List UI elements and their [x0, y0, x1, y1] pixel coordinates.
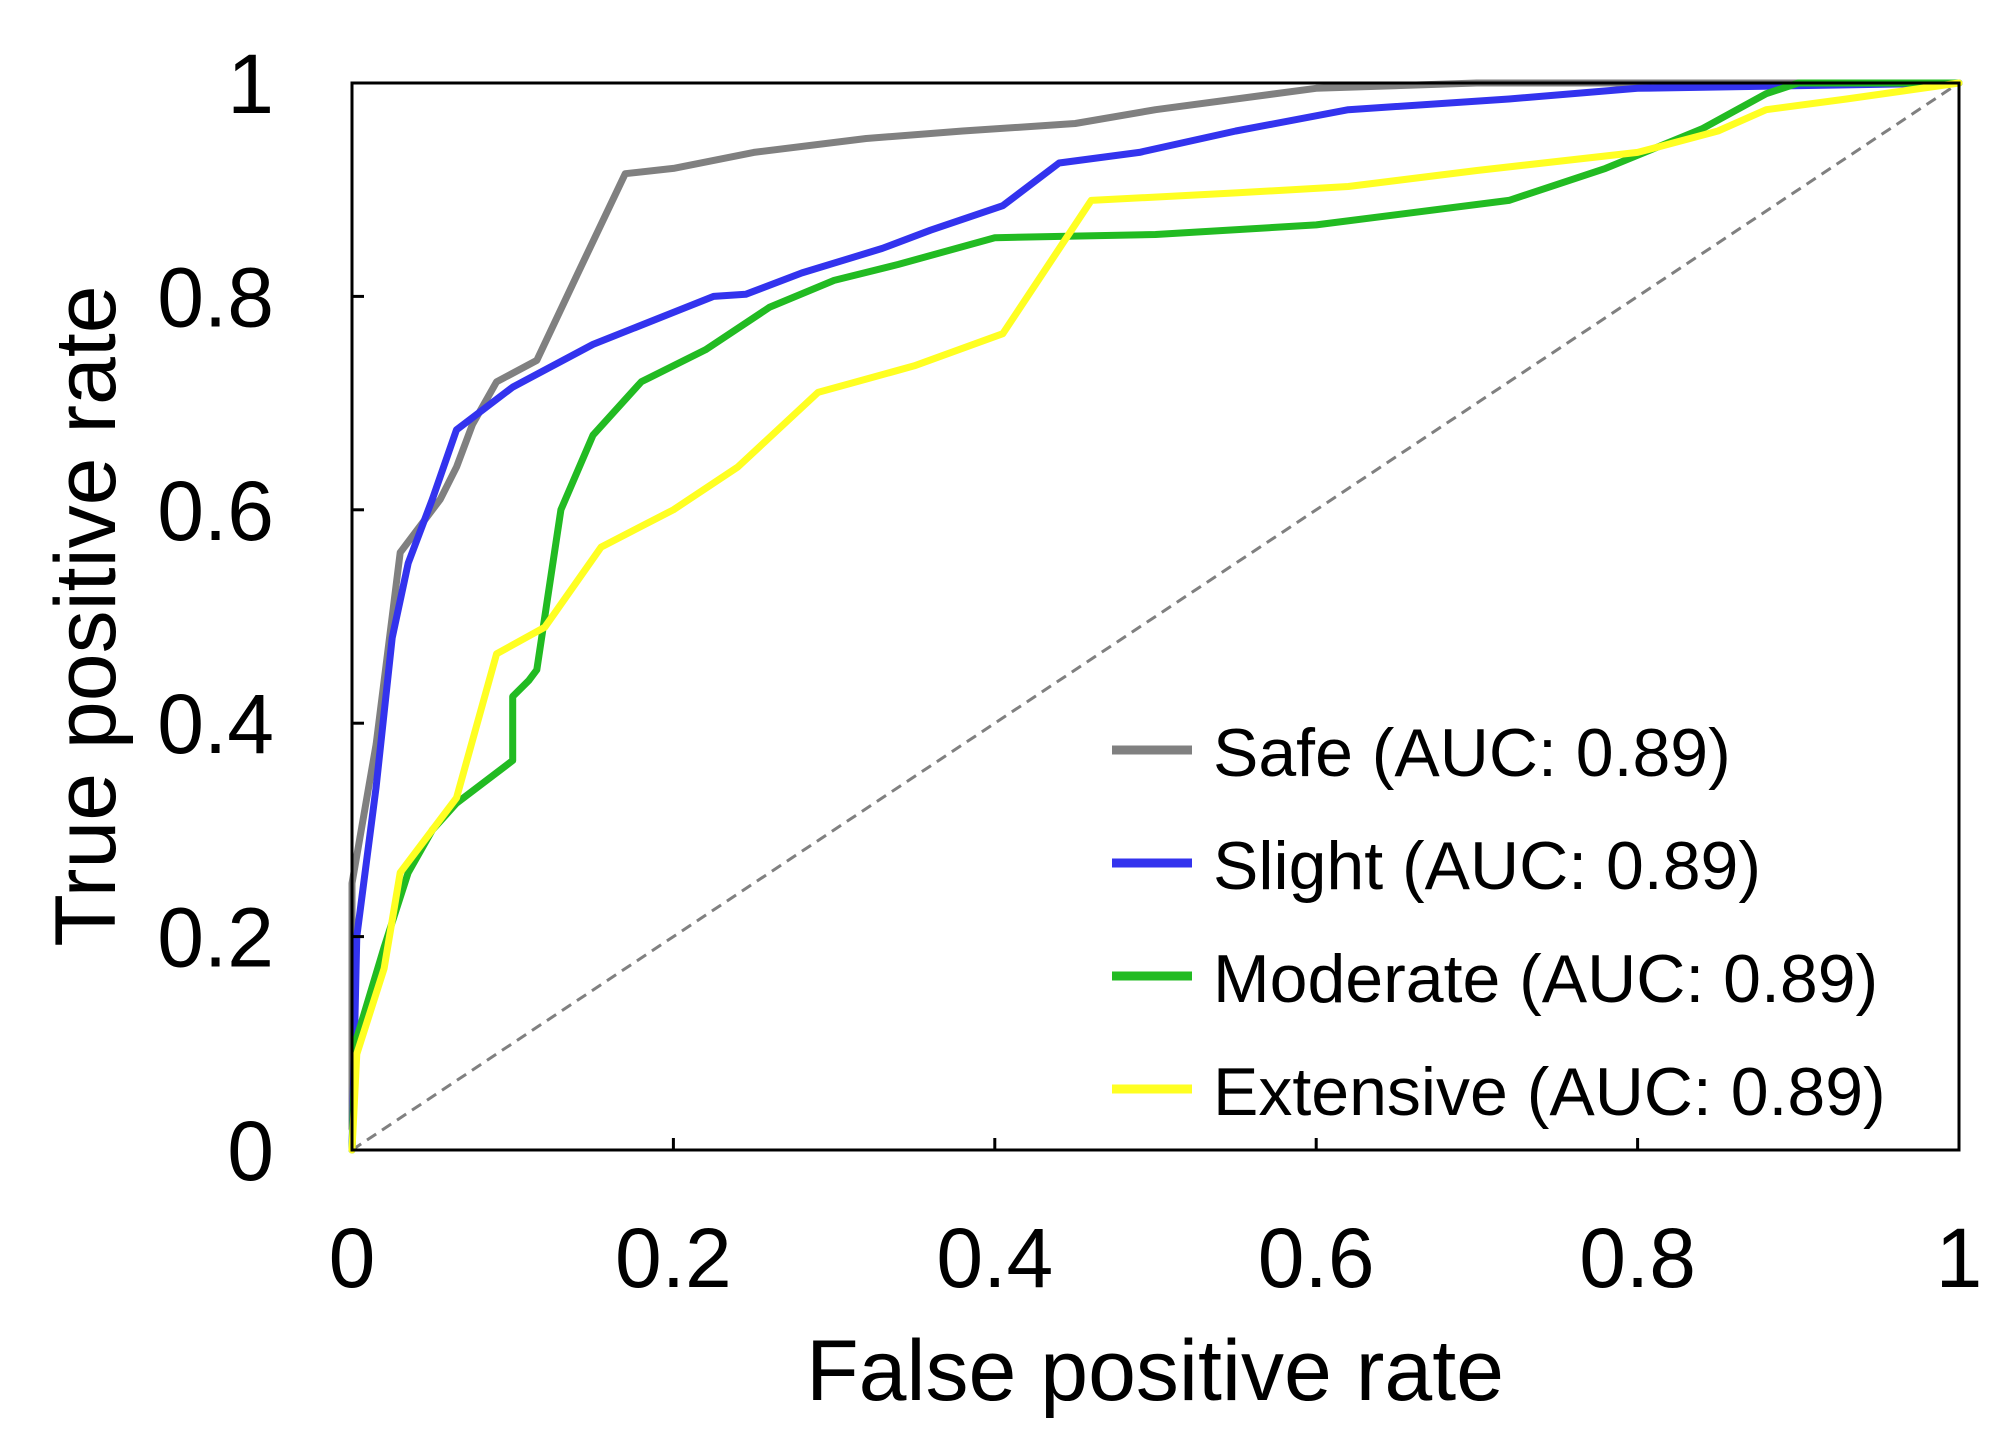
- y-tick-label: 0.2: [157, 891, 274, 985]
- x-tick-label: 0.8: [1579, 1211, 1696, 1305]
- series-line-safe: [348, 79, 1963, 1133]
- legend: Safe (AUC: 0.89) Slight (AUC: 0.89) Modera…: [1112, 715, 1886, 1130]
- x-axis-title: False positive rate: [806, 1323, 1504, 1419]
- x-tick-label: 0.2: [615, 1211, 732, 1305]
- y-tick-label: 0.6: [157, 464, 274, 558]
- legend-label-extensive: Extensive (AUC: 0.89): [1213, 1054, 1886, 1130]
- x-tick-label: 0: [329, 1211, 376, 1305]
- plot-area-frame: [350, 81, 1961, 1152]
- y-axis-title: True positive rate: [38, 285, 134, 946]
- axis-ticks: 0 0.2 0.4 0.6 0.8 1 0 0.2 0.4 0.6 0.8 1: [157, 37, 1982, 1305]
- legend-label-slight: Slight (AUC: 0.89): [1213, 828, 1761, 904]
- legend-label-safe: Safe (AUC: 0.89): [1213, 715, 1731, 791]
- y-tick-label: 0: [227, 1104, 274, 1198]
- series-line-extensive: [348, 79, 1963, 1154]
- x-tick-label: 1: [1936, 1211, 1983, 1305]
- y-tick-label: 1: [227, 37, 274, 131]
- x-tick-label: 0.4: [936, 1211, 1053, 1305]
- x-tick-label: 0.6: [1258, 1211, 1375, 1305]
- series-line-slight: [348, 79, 1963, 1154]
- legend-label-moderate: Moderate (AUC: 0.89): [1213, 941, 1878, 1017]
- y-tick-label: 0.4: [157, 677, 274, 771]
- lines-layer: [348, 79, 1963, 1154]
- chance-diagonal-line: [351, 81, 1960, 1152]
- y-tick-label: 0.8: [157, 250, 274, 344]
